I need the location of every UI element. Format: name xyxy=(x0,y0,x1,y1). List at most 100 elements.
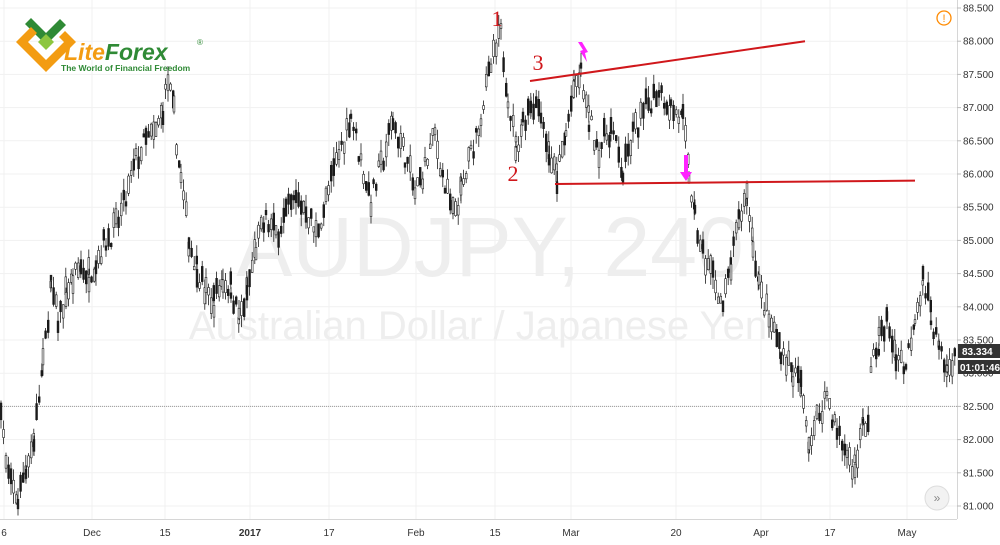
candle-body xyxy=(187,237,191,249)
y-tick-label: 83.500 xyxy=(963,336,994,347)
candle-body xyxy=(446,178,449,194)
candle-body xyxy=(929,299,933,313)
candle-body xyxy=(374,183,378,191)
x-tick-label: 17 xyxy=(323,528,335,539)
candle-body xyxy=(372,179,375,185)
candle-body xyxy=(709,255,713,274)
candle-body xyxy=(161,110,165,125)
candle-body xyxy=(29,441,33,459)
candle-body xyxy=(674,109,678,115)
candle-body xyxy=(704,258,707,276)
candle-body xyxy=(297,192,300,207)
candle-body xyxy=(677,116,681,124)
candle-body xyxy=(215,278,218,294)
candle-body xyxy=(609,117,613,134)
candle-body xyxy=(114,208,118,225)
candle-body xyxy=(772,321,776,333)
candle-body xyxy=(345,118,348,131)
candle-body xyxy=(317,223,320,238)
candle-body xyxy=(624,143,627,162)
candle-body xyxy=(182,190,185,201)
candle-body xyxy=(913,319,917,324)
candle-body xyxy=(660,85,663,94)
candle-body xyxy=(672,104,675,122)
candle-body xyxy=(820,411,824,424)
candle-body xyxy=(719,295,723,304)
candle-body xyxy=(706,258,710,271)
candle-body xyxy=(942,359,946,373)
candle-body xyxy=(269,218,273,230)
candle-body xyxy=(127,175,130,194)
candle-body xyxy=(195,269,199,288)
candle-body xyxy=(134,148,138,156)
candle-body xyxy=(438,168,442,177)
candle-body xyxy=(299,200,303,215)
candle-body xyxy=(830,419,834,429)
candle-body xyxy=(657,90,661,98)
candle-body xyxy=(856,449,859,469)
candle-body xyxy=(537,99,541,117)
alert-icon[interactable]: ! xyxy=(936,10,952,26)
candle-body xyxy=(52,287,55,305)
candle-body xyxy=(514,136,518,143)
candle-body xyxy=(494,42,498,57)
candle-body xyxy=(74,262,77,270)
candle-body xyxy=(592,140,596,151)
candle-body xyxy=(67,282,70,300)
candle-body xyxy=(477,128,480,137)
candle-body xyxy=(277,231,280,248)
candle-body xyxy=(235,296,238,305)
price-axis[interactable]: 88.500 88.000 87.500 87.000 86.500 86.000 85.5… xyxy=(957,0,994,519)
time-axis[interactable]: 6 Dec 15 2017 17 Feb 15 Mar 20 Apr 17 May xyxy=(0,519,957,540)
candle-body xyxy=(324,187,328,202)
candle-body xyxy=(4,455,8,469)
candle-body xyxy=(791,376,795,387)
candle-body xyxy=(464,173,468,180)
y-tick-label: 87.000 xyxy=(963,103,994,114)
candle-body xyxy=(120,202,123,217)
candle-body xyxy=(912,324,916,330)
scroll-to-latest-button[interactable]: » xyxy=(924,485,950,511)
candle-body xyxy=(309,208,313,219)
candle-body xyxy=(352,126,355,131)
candle-body xyxy=(866,414,870,433)
candle-body xyxy=(940,346,943,352)
y-tick-label: 88.500 xyxy=(963,4,994,15)
candle-body xyxy=(369,202,373,217)
candle-body xyxy=(796,365,800,384)
candle-body xyxy=(877,348,881,356)
candle-body xyxy=(164,83,167,90)
x-tick-label: 17 xyxy=(824,528,836,539)
candle-body xyxy=(229,292,233,299)
candle-body xyxy=(443,187,447,194)
y-tick-label: 85.000 xyxy=(963,236,994,247)
candle-body xyxy=(921,266,925,280)
logo-registered-mark: ® xyxy=(197,38,203,47)
candle-body xyxy=(169,83,172,91)
candle-body xyxy=(564,130,568,137)
candle-body xyxy=(858,428,862,441)
candle-body xyxy=(799,369,803,387)
candle-body xyxy=(894,354,898,372)
x-tick-label: Apr xyxy=(753,528,769,539)
candle-body xyxy=(175,144,178,156)
y-tick-label: 83.000 xyxy=(963,369,994,380)
x-tick-label: 20 xyxy=(670,528,682,539)
candle-body xyxy=(924,293,927,299)
candle-body xyxy=(172,95,176,113)
candle-body xyxy=(701,239,705,254)
candle-body xyxy=(179,172,183,184)
candle-body xyxy=(614,135,618,142)
candle-body xyxy=(210,297,213,314)
candle-body xyxy=(391,118,395,130)
candle-body xyxy=(456,205,460,216)
candle-body xyxy=(499,23,503,29)
candle-body xyxy=(144,127,148,145)
candle-body xyxy=(37,396,41,403)
candle-body xyxy=(690,195,693,203)
candle-body xyxy=(21,472,25,483)
candle-body xyxy=(932,331,935,339)
candle-body xyxy=(243,298,246,317)
candle-body xyxy=(441,169,444,178)
candle-body xyxy=(745,182,749,199)
